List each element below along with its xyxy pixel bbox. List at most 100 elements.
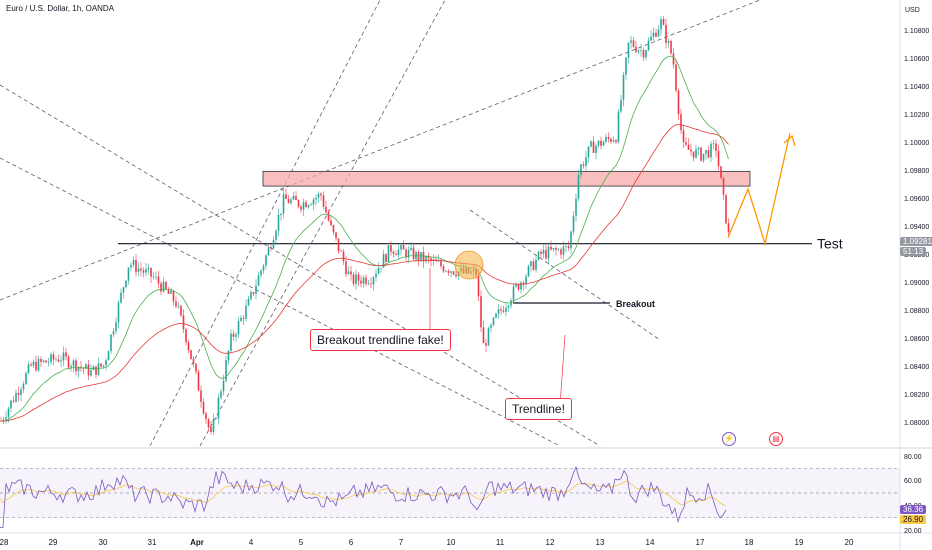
candle-body [230,333,232,351]
price-tick-label: 1.10800 [904,28,929,35]
candle-body [397,249,400,255]
candle-body [515,284,517,287]
candle-body [615,140,617,143]
candle-body [65,352,67,357]
projection-path [727,132,791,247]
candle-body [2,419,5,422]
candle-body [260,270,262,276]
candle-body [670,40,672,54]
candle-body [102,365,105,367]
candle-body [665,24,667,43]
ema-fast-line [0,55,729,422]
candle-body [292,195,295,200]
candle-body [17,392,20,395]
candle-body [170,290,172,294]
candle-body [672,53,675,65]
candle-body [512,286,515,301]
candle-body [385,254,387,262]
price-tick-label: 1.08000 [904,420,929,427]
candle-body [427,256,430,259]
flag-icon[interactable]: ▤ [769,432,783,446]
candle-body [400,245,402,250]
candle-body [705,149,707,154]
candle-body [540,251,542,254]
candle-body [12,400,15,402]
candle-body [602,141,605,146]
candle-body [352,274,355,284]
price-tick-label: 1.09400 [904,224,929,231]
price-tick-label: 1.10400 [904,84,929,91]
breakout-circle [454,250,484,280]
candle-body [487,328,490,346]
candle-body [637,50,640,52]
time-tick-label: 12 [546,538,555,547]
candle-body [717,150,720,167]
candle-body [75,360,77,372]
candle-body [222,380,225,392]
candle-body [7,408,10,418]
time-tick-label: 6 [349,538,354,547]
dashed-trendline [199,0,446,447]
candle-body [600,140,602,146]
candle-body [610,138,612,142]
candle-body [685,142,687,145]
candle-body [380,267,382,269]
candle-body [635,46,637,52]
candle-body [225,360,227,381]
annotation-trendline[interactable]: Trendline! [505,398,572,420]
price-tick-label: 1.08600 [904,336,929,343]
candle-body [210,427,212,432]
time-tick-label: 14 [646,538,655,547]
candle-body [375,273,377,278]
dashed-trendline [149,0,381,447]
candle-body [195,363,197,372]
price-tick-label: 1.10600 [904,56,929,63]
candle-body [505,307,507,312]
candle-body [357,274,360,281]
candle-body [185,329,187,343]
time-tick-label: 5 [299,538,304,547]
candle-body [307,205,310,208]
candle-body [312,199,315,205]
candle-body [630,40,632,43]
time-tick-label: 29 [49,538,58,547]
candle-body [627,42,630,58]
candle-body [37,358,40,371]
candle-body [142,270,145,273]
candle-body [450,271,452,273]
candle-body [15,392,17,402]
candle-body [250,292,252,299]
candle-body [305,202,307,208]
candle-body [150,267,152,277]
candle-body [580,164,582,176]
candle-body [507,305,510,308]
candle-body [430,258,432,262]
candle-body [550,246,552,250]
candle-body [252,292,255,294]
lightning-icon[interactable]: ⚡ [722,432,736,446]
candle-body [607,137,610,139]
candle-body [500,309,502,311]
candle-body [642,50,645,58]
candle-body [447,270,450,273]
candle-body [207,419,210,428]
candle-body [590,141,592,147]
candle-body [367,283,370,285]
candle-body [350,271,352,275]
candle-body [402,245,405,250]
candle-body [387,245,390,262]
candle-body [545,249,547,259]
candle-body [152,276,155,278]
annotation-breakout-fake[interactable]: Breakout trendline fake! [310,329,451,351]
candle-body [522,282,525,285]
candle-body [80,366,82,368]
candle-body [640,50,642,51]
time-tick-label: 19 [795,538,804,547]
time-tick-label: 17 [696,538,705,547]
candle-body [70,366,72,368]
candle-body [220,391,222,398]
candle-body [145,269,147,273]
candle-body [242,317,245,319]
